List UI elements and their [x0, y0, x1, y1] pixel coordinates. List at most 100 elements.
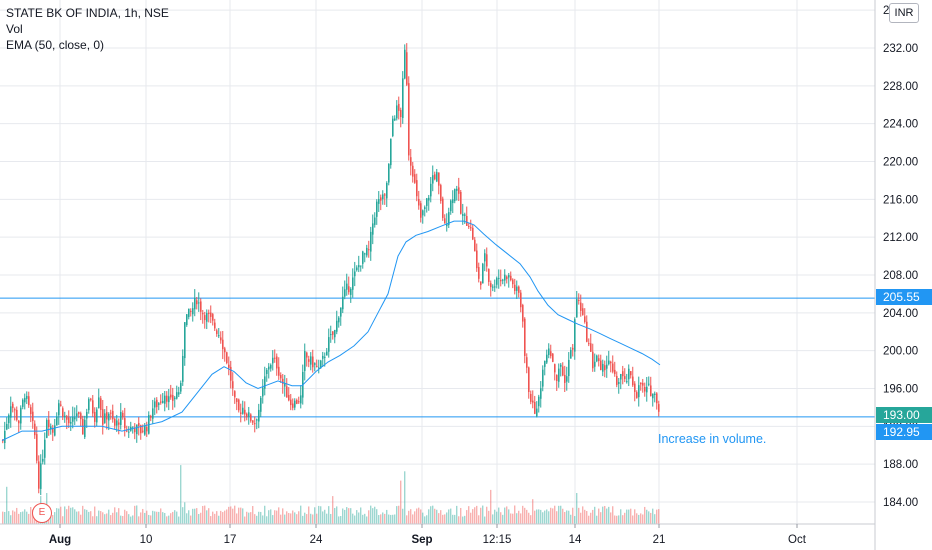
price-badge: [876, 424, 932, 440]
candle-body: [402, 78, 404, 119]
volume-bar: [608, 506, 610, 524]
volume-bar: [218, 515, 220, 524]
earnings-marker-icon[interactable]: E: [32, 503, 52, 523]
volume-bar: [470, 512, 472, 524]
candle-body: [420, 203, 422, 218]
ema-label[interactable]: EMA (50, close, 0): [6, 38, 105, 52]
candle-body: [114, 418, 116, 426]
time-axis[interactable]: Aug 10 17 24 Sep 12:15 14 21 Oct: [0, 523, 875, 546]
candle-body: [240, 412, 242, 414]
ema-line: [1, 220, 661, 441]
volume-bar: [108, 509, 110, 524]
volume-bar: [282, 508, 284, 524]
candle-body: [164, 395, 166, 404]
volume-bar: [302, 515, 304, 524]
volume-bar: [194, 508, 196, 524]
symbol-title[interactable]: STATE BK OF INDIA, 1h, NSE: [6, 6, 169, 20]
volume-bar: [446, 512, 448, 524]
volume-bar: [436, 509, 438, 524]
volume-bar: [454, 514, 456, 524]
volume-bar: [438, 513, 440, 524]
candle-body: [374, 217, 376, 225]
candle-body: [426, 198, 428, 206]
candle-body: [208, 312, 210, 314]
x-tick-label: 12:15: [483, 534, 512, 546]
volume-bar: [510, 513, 512, 524]
volume-bar: [6, 486, 8, 524]
volume-bar: [296, 514, 298, 524]
volume-bar: [512, 513, 514, 524]
volume-bar: [236, 513, 238, 524]
volume-bar: [384, 513, 386, 524]
volume-bar: [156, 511, 158, 524]
volume-bar: [390, 514, 392, 524]
candle-body: [306, 352, 308, 358]
candle-body: [144, 425, 146, 435]
volume-label[interactable]: Vol: [6, 22, 23, 36]
candle-body: [162, 400, 164, 403]
volume-bar: [332, 496, 334, 524]
volume-bar: [260, 511, 262, 524]
candle-body: [358, 265, 360, 268]
candle-body: [592, 351, 594, 369]
volume-bar: [60, 506, 62, 524]
candle-body: [626, 381, 628, 383]
candle-body: [58, 403, 60, 416]
price-axis[interactable]: 184.00188.00192.00196.00200.00204.00208.…: [874, 0, 918, 550]
volume-bar: [62, 516, 64, 524]
volume-bar: [118, 508, 120, 524]
candle-body: [76, 413, 78, 417]
volume-bar: [164, 512, 166, 524]
candle-body: [486, 254, 488, 267]
candle-body: [534, 402, 536, 414]
volume-bar: [558, 505, 560, 524]
x-tick-label: 24: [310, 534, 323, 546]
candle-body: [512, 279, 514, 285]
volume-bar: [610, 512, 612, 524]
candle-body: [364, 253, 366, 255]
candle-body: [532, 400, 534, 403]
candle-body: [336, 320, 338, 332]
volume-bar: [92, 516, 94, 524]
volume-bar: [420, 509, 422, 524]
volume-bar: [530, 515, 532, 524]
candle-body: [460, 192, 462, 214]
candle-body: [218, 335, 220, 337]
candle-body: [520, 292, 522, 308]
volume-bar: [264, 505, 266, 524]
volume-bar: [486, 506, 488, 524]
currency-button[interactable]: INR: [889, 3, 919, 23]
candle-body: [124, 418, 126, 429]
price-badge: [876, 407, 932, 423]
candle-body: [226, 352, 228, 363]
volume-bar: [84, 509, 86, 524]
volume-bar: [212, 511, 214, 524]
candle-body: [506, 276, 508, 280]
volume-bar: [504, 507, 506, 524]
volume-bar: [250, 512, 252, 524]
candle-body: [444, 218, 446, 224]
candle-body: [348, 286, 350, 293]
candle-body: [270, 364, 272, 369]
volume-bar: [532, 499, 534, 524]
volume-bar: [518, 510, 520, 524]
volume-bar: [650, 512, 652, 524]
volume-bar: [266, 516, 268, 524]
volume-bar: [214, 513, 216, 524]
volume-bar: [362, 514, 364, 524]
candle-body: [222, 339, 224, 350]
volume-bar: [162, 512, 164, 524]
volume-bar: [94, 506, 96, 524]
candle-body: [312, 356, 314, 368]
volume-bar: [418, 507, 420, 524]
volume-bar: [542, 512, 544, 524]
volume-bar: [626, 509, 628, 524]
candle-body: [392, 118, 394, 136]
candle-body: [410, 157, 412, 166]
volume-bar: [636, 513, 638, 524]
volume-bar: [262, 515, 264, 524]
volume-bar: [254, 514, 256, 524]
volume-bar: [290, 513, 292, 524]
volume-bar: [270, 509, 272, 524]
